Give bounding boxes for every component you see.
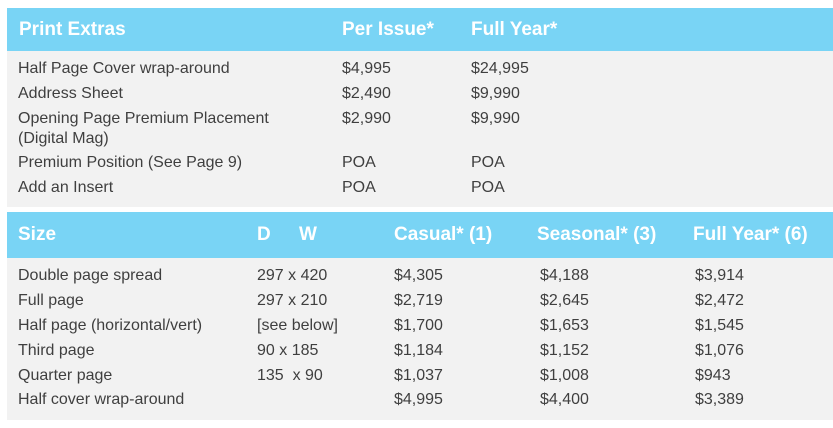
extra-item-label: Premium Position (See Page 9) bbox=[18, 154, 243, 171]
seasonal-price: $1,653 bbox=[540, 317, 589, 334]
casual-price: $1,700 bbox=[394, 317, 443, 334]
full-year-price: $1,076 bbox=[695, 342, 744, 359]
size-dimensions: 135 x 90 bbox=[257, 367, 323, 384]
casual-price: $1,184 bbox=[394, 342, 443, 359]
casual-price: $4,305 bbox=[394, 267, 443, 284]
size-label: Quarter page bbox=[18, 367, 113, 384]
extra-full-year-price: $9,990 bbox=[471, 85, 520, 102]
col-header-full-year: Full Year* (6) bbox=[693, 224, 808, 245]
extra-full-year-price: $9,990 bbox=[471, 110, 520, 127]
size-pricing-header: Size D W Casual* (1) Seasonal* (3) Full … bbox=[7, 212, 833, 258]
size-label: Full page bbox=[18, 292, 84, 309]
size-label: Half cover wrap-around bbox=[18, 391, 185, 408]
extra-item-label: Add an Insert bbox=[18, 179, 114, 196]
size-dimensions: [see below] bbox=[257, 317, 338, 334]
extra-full-year-price: $24,995 bbox=[471, 60, 529, 77]
print-extras-body: Half Page Cover wrap-around $4,995 $24,9… bbox=[7, 51, 833, 207]
full-year-price: $3,389 bbox=[695, 391, 744, 408]
seasonal-price: $4,188 bbox=[540, 267, 589, 284]
extra-per-issue-price: POA bbox=[342, 154, 376, 171]
extra-per-issue-price: POA bbox=[342, 179, 376, 196]
full-year-price: $2,472 bbox=[695, 292, 744, 309]
extra-item-label: Address Sheet bbox=[18, 85, 123, 102]
size-label: Double page spread bbox=[18, 267, 163, 284]
full-year-price: $3,914 bbox=[695, 267, 744, 284]
col-header-seasonal: Seasonal* (3) bbox=[537, 224, 657, 245]
size-label: Third page bbox=[18, 342, 95, 359]
casual-price: $1,037 bbox=[394, 367, 443, 384]
casual-price: $2,719 bbox=[394, 292, 443, 309]
size-pricing-body: Double page spread 297 x 420 $4,305 $4,1… bbox=[7, 258, 833, 420]
col-header-full-year: Full Year* bbox=[471, 19, 558, 40]
seasonal-price: $2,645 bbox=[540, 292, 589, 309]
print-extras-header: Print Extras Per Issue* Full Year* bbox=[7, 8, 833, 51]
extra-full-year-price: POA bbox=[471, 179, 505, 196]
col-header-per-issue: Per Issue* bbox=[342, 19, 434, 40]
col-header-print-extras: Print Extras bbox=[19, 19, 126, 40]
col-header-casual: Casual* (1) bbox=[394, 224, 493, 245]
seasonal-price: $1,152 bbox=[540, 342, 589, 359]
extra-per-issue-price: $4,995 bbox=[342, 60, 391, 77]
extra-per-issue-price: $2,990 bbox=[342, 110, 391, 127]
seasonal-price: $1,008 bbox=[540, 367, 589, 384]
col-header-width: W bbox=[299, 224, 317, 245]
size-label: Half page (horizontal/vert) bbox=[18, 317, 203, 334]
extra-item-label: Half Page Cover wrap-around bbox=[18, 60, 230, 77]
extra-item-label-line2: (Digital Mag) bbox=[18, 130, 109, 147]
seasonal-price: $4,400 bbox=[540, 391, 589, 408]
size-dimensions: 297 x 210 bbox=[257, 292, 328, 309]
col-header-size: Size bbox=[18, 224, 57, 245]
col-header-depth: D bbox=[257, 224, 271, 245]
extra-per-issue-price: $2,490 bbox=[342, 85, 391, 102]
size-dimensions: 297 x 420 bbox=[257, 267, 328, 284]
extra-full-year-price: POA bbox=[471, 154, 505, 171]
full-year-price: $943 bbox=[695, 367, 731, 384]
size-dimensions: 90 x 185 bbox=[257, 342, 319, 359]
extra-item-label: Opening Page Premium Placement bbox=[18, 110, 269, 127]
full-year-price: $1,545 bbox=[695, 317, 744, 334]
casual-price: $4,995 bbox=[394, 391, 443, 408]
